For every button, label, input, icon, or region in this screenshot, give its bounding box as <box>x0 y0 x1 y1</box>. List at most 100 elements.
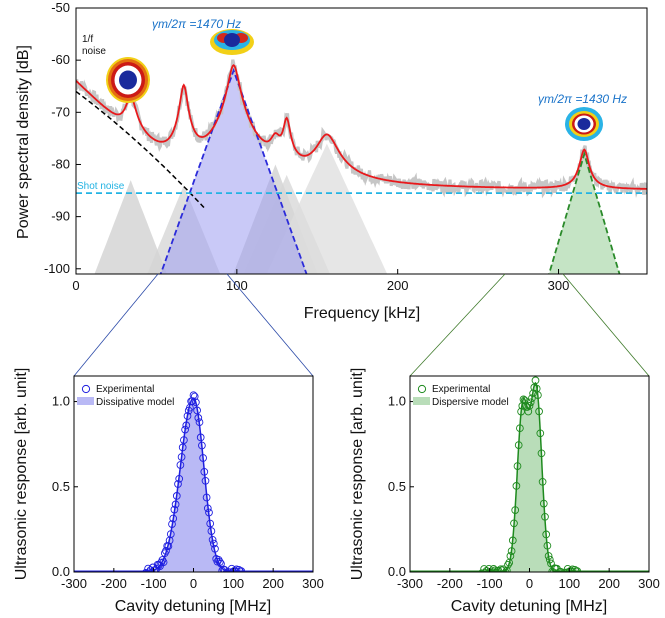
b1-x-tick-label: -100 <box>141 576 167 591</box>
dissipative-experimental-points <box>141 391 246 572</box>
flicker-noise-curve <box>76 90 206 209</box>
experimental-point <box>169 514 178 523</box>
experimental-point <box>192 398 200 407</box>
experimental-point <box>223 569 231 572</box>
experimental-point <box>211 544 219 553</box>
dissipative-model-fill <box>74 398 313 572</box>
experimental-point <box>178 443 187 452</box>
experimental-point <box>209 539 218 548</box>
experimental-point <box>513 462 522 470</box>
mode2-linewidth-label: γm/2π =1430 Hz <box>538 92 627 106</box>
mode-spectrum-shading <box>198 143 456 274</box>
b2-x-tick-label: 300 <box>638 576 660 591</box>
zoom-line-left-1 <box>73 273 159 377</box>
experimental-point <box>573 567 582 572</box>
b2-x-tick-label: -100 <box>477 576 503 591</box>
experimental-point <box>168 520 176 528</box>
experimental-point <box>538 477 547 486</box>
psd-y-tick-label: -70 <box>51 104 70 119</box>
mode-spectrum-shading <box>76 180 260 274</box>
experimental-point <box>189 391 198 400</box>
flicker-noise-label: 1/f noise <box>82 34 106 57</box>
experimental-point <box>199 454 207 462</box>
experimental-point <box>488 568 497 572</box>
experimental-point <box>545 555 554 564</box>
experimental-point <box>158 556 167 564</box>
legend-model-swatch <box>413 397 430 405</box>
psd-x-tick-label: 300 <box>548 278 570 293</box>
experimental-point <box>141 569 150 572</box>
legend-experimental-label: Experimental <box>96 384 154 395</box>
legend-model-label: Dissipative model <box>96 397 174 408</box>
experimental-point <box>511 506 520 514</box>
experimental-point <box>531 376 540 385</box>
b2-x-tick-label: -200 <box>437 576 463 591</box>
experimental-point <box>193 406 201 415</box>
experimental-point <box>480 565 488 572</box>
experimental-point <box>227 564 236 572</box>
experimental-point <box>526 398 535 407</box>
psd-y-tick-label: -90 <box>51 209 70 224</box>
dissipative-y-ticks: 0.0 0.5 1.0 <box>52 394 78 579</box>
experimental-point <box>172 492 181 500</box>
b1-x-tick-label: 300 <box>302 576 324 591</box>
b2-x-tick-label: 0 <box>526 576 533 591</box>
legend-experimental-marker <box>81 384 91 394</box>
experimental-point <box>219 565 228 572</box>
dispersive-chart: -300 -200 -100 0 100 200 300 0.0 0.5 1.0 Cavity … <box>349 368 660 615</box>
b1-x-tick-label: -300 <box>61 576 87 591</box>
experimental-point <box>571 565 579 572</box>
mode-shape-icon-2 <box>210 29 254 55</box>
b2-x-tick-label: -300 <box>397 576 423 591</box>
b1-y-tick-label: 0.5 <box>52 479 70 494</box>
dispersive-mode-fill <box>542 154 627 274</box>
zoom-line-right-1 <box>409 273 506 377</box>
experimental-point <box>213 557 222 566</box>
experimental-point <box>528 394 536 403</box>
experimental-point <box>214 555 223 564</box>
psd-y-tick-label: -100 <box>44 261 70 276</box>
legend-experimental-label: Experimental <box>432 384 490 395</box>
experimental-point <box>500 569 508 572</box>
experimental-point <box>206 519 215 528</box>
experimental-point <box>514 441 523 449</box>
shot-noise-label: Shot noise <box>77 181 125 192</box>
experimental-point <box>504 560 512 569</box>
experimental-point <box>535 407 543 416</box>
experimental-point <box>235 565 243 572</box>
experimental-point <box>215 558 224 566</box>
dispersive-x-axis-label: Cavity detuning [MHz] <box>451 598 608 615</box>
experimental-point <box>563 564 572 572</box>
experimental-point <box>190 392 199 401</box>
b1-x-tick-label: 0 <box>190 576 197 591</box>
experimental-point <box>195 418 204 427</box>
experimental-point <box>226 568 235 572</box>
dissipative-x-ticks: -300 -200 -100 0 100 200 300 <box>61 568 324 591</box>
dissipative-mode-curve <box>159 67 308 274</box>
experimental-point <box>177 453 186 461</box>
experimental-point <box>555 570 562 572</box>
dispersive-model-fill <box>410 383 649 572</box>
experimental-point <box>478 569 486 572</box>
dissipative-chart: -300 -200 -100 0 100 200 300 0.0 0.5 1.0 Cavity … <box>13 368 324 615</box>
experimental-point <box>536 429 545 438</box>
zoom-line-right-2 <box>562 273 650 377</box>
experimental-point <box>544 552 553 560</box>
psd-y-tick-label: -80 <box>51 156 70 171</box>
experimental-point <box>508 536 517 545</box>
psd-plot-frame <box>75 7 648 275</box>
experimental-point <box>539 499 548 508</box>
zoom-line-left-2 <box>226 273 314 377</box>
dispersive-mode-curve <box>548 150 621 274</box>
experimental-point <box>183 412 192 420</box>
measured-psd-line <box>76 59 647 199</box>
experimental-point <box>203 504 212 513</box>
experimental-point <box>510 519 518 528</box>
dispersive-y-ticks: 0.0 0.5 1.0 <box>388 394 414 579</box>
dissipative-mode-fill <box>153 70 315 274</box>
legend-experimental-marker <box>417 384 427 394</box>
experimental-point <box>164 542 173 551</box>
experimental-point <box>170 505 179 514</box>
psd-x-axis-label: Frequency [kHz] <box>304 305 420 322</box>
